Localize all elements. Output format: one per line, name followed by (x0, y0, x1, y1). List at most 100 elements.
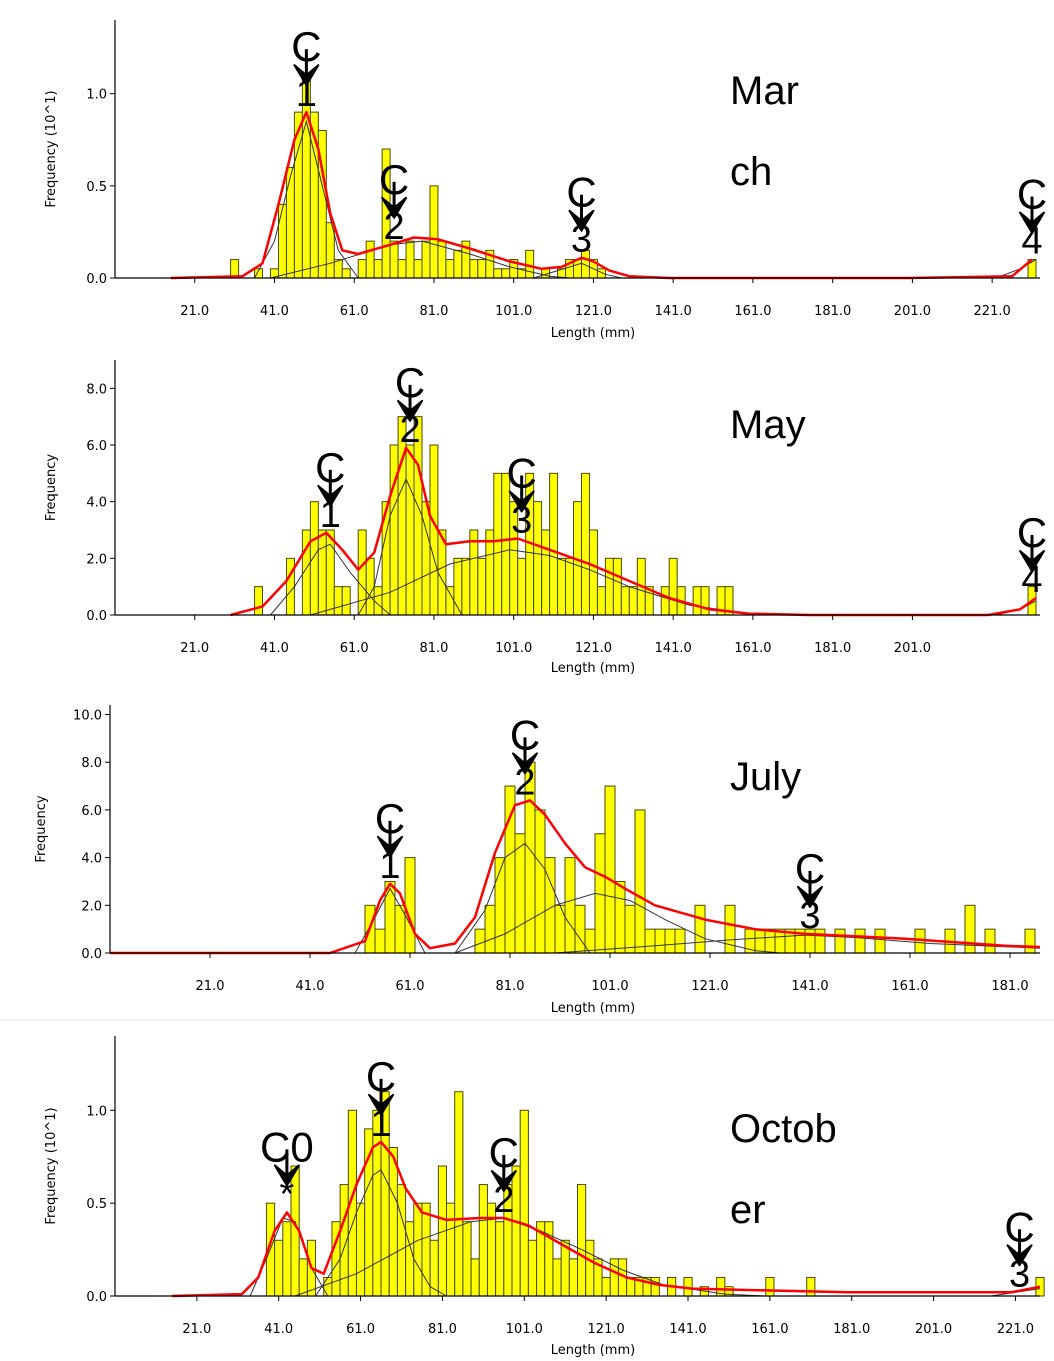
cohort-marker-4: C3 (1004, 1203, 1034, 1295)
histogram-bar (568, 1258, 578, 1297)
component-curve-2 (315, 1168, 447, 1297)
x-tick-label: 201.0 (894, 641, 931, 656)
y-tick-label: 8.0 (86, 382, 107, 397)
histogram-bar (333, 586, 343, 616)
histogram-bar (580, 472, 590, 616)
histogram-bar (692, 586, 702, 616)
x-tick-label: 101.0 (495, 641, 532, 656)
cohort-marker-3: C2 (489, 1129, 519, 1221)
x-tick-label: 101.0 (591, 979, 628, 994)
histogram-bar (564, 857, 576, 954)
cohort-number: 1 (370, 1103, 391, 1145)
histogram-bar (834, 928, 846, 954)
x-axis-label: Length (mm) (551, 1343, 635, 1358)
histogram-bar (668, 557, 678, 616)
histogram-bar (323, 1276, 333, 1297)
x-tick-label: 41.0 (260, 641, 289, 656)
y-tick-label: 0.5 (86, 1197, 107, 1212)
histogram-bar (874, 928, 886, 954)
x-tick-label: 161.0 (751, 1322, 788, 1337)
month-label: Mar (730, 69, 799, 113)
x-tick-label: 161.0 (734, 641, 771, 656)
x-tick-label: 181.0 (991, 979, 1028, 994)
histogram-bar (445, 259, 455, 279)
cohort-number: 3 (1009, 1253, 1030, 1295)
cohort-number: 3 (799, 895, 820, 937)
histogram-bar (309, 501, 319, 616)
histogram-bar (644, 928, 656, 954)
x-tick-label: 181.0 (814, 641, 851, 656)
x-tick-label: 121.0 (691, 979, 728, 994)
histogram-bar (628, 586, 638, 616)
histogram-bar (453, 249, 463, 279)
histogram-bar (604, 557, 614, 616)
histogram-bar (405, 444, 415, 616)
x-tick-label: 61.0 (340, 304, 369, 319)
x-tick-label: 161.0 (891, 979, 928, 994)
histogram-bar (373, 259, 383, 279)
histogram-bar (584, 928, 596, 954)
x-tick-label: 161.0 (734, 304, 771, 319)
cohort-number: 1 (379, 845, 400, 887)
histogram-bar (574, 904, 586, 954)
histogram-bar (478, 1184, 488, 1297)
x-tick-label: 61.0 (340, 641, 369, 656)
x-tick-label: 141.0 (655, 304, 692, 319)
histogram-bar (650, 1276, 660, 1297)
cohort-number: * (280, 1173, 295, 1215)
histogram-bar (469, 259, 479, 279)
histogram-bar (527, 1239, 538, 1297)
histogram-bar (614, 880, 626, 954)
histogram-bar (384, 880, 396, 954)
x-tick-label: 21.0 (180, 641, 209, 656)
histogram-bar (317, 529, 327, 616)
histogram-bar (634, 809, 646, 954)
histogram-bar (519, 1109, 529, 1297)
x-tick-label: 21.0 (180, 304, 209, 319)
cohort-marker-1: C1 (315, 444, 345, 536)
cohort-marker-2: C2 (395, 359, 425, 451)
histogram-bar (674, 928, 686, 954)
down-arrow-icon (368, 1093, 395, 1116)
total-fit-curve (170, 110, 1033, 280)
panel-2: 21.0 41.0 61.0 81.0 101.0 121.0 141.0 161.0 181.… (44, 359, 1047, 676)
y-axis-label: Frequency (44, 454, 59, 521)
down-arrow-icon (317, 484, 344, 507)
y-tick-label: 10.0 (73, 709, 102, 724)
histogram-bar (1024, 928, 1036, 954)
histogram-bar (470, 1258, 480, 1297)
component-curve-2 (357, 477, 463, 616)
histogram-bar (341, 586, 351, 616)
histogram-bar (429, 185, 439, 279)
histogram-bar (984, 928, 996, 954)
x-tick-label: 81.0 (428, 1322, 457, 1337)
down-arrow-icon (1006, 1244, 1033, 1267)
y-tick-label: 0.0 (81, 947, 102, 962)
y-tick-label: 4.0 (86, 496, 107, 511)
x-axis-label: Length (mm) (551, 1001, 635, 1016)
panel-4: 21.0 41.0 61.0 81.0 101.0 121.0 141.0 161.0 181.… (44, 1036, 1045, 1358)
down-arrow-icon (1019, 211, 1045, 234)
histogram-bar (493, 472, 503, 616)
x-tick-label: 221.0 (974, 304, 1011, 319)
x-tick-label: 221.0 (997, 1322, 1034, 1337)
histogram-bar (493, 268, 503, 279)
histogram-bar (552, 1258, 562, 1297)
histogram-bar (660, 586, 670, 616)
y-tick-label: 6.0 (81, 804, 102, 819)
histogram-bar (325, 529, 335, 616)
down-arrow-icon (293, 64, 320, 87)
histogram-bar (357, 259, 367, 279)
x-tick-label: 201.0 (894, 304, 931, 319)
component-curve-3 (454, 892, 781, 954)
cohort-marker-4: C4 (1017, 509, 1047, 601)
cohort-number: 2 (384, 206, 405, 248)
y-tick-label: 0.5 (86, 180, 107, 195)
cohort-marker-3: C3 (507, 450, 537, 542)
histogram-bar (421, 240, 431, 279)
y-tick-label: 1.0 (86, 88, 107, 103)
histogram-bar (612, 557, 622, 616)
panel-1: 21.0 41.0 61.0 81.0 101.0 121.0 141.0 161.0 181.… (44, 20, 1047, 341)
histogram-bar (854, 928, 866, 954)
histogram-bar (405, 1221, 415, 1297)
